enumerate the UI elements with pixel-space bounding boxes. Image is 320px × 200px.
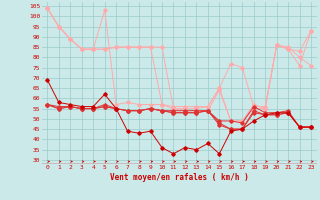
- X-axis label: Vent moyen/en rafales ( km/h ): Vent moyen/en rafales ( km/h ): [110, 173, 249, 182]
